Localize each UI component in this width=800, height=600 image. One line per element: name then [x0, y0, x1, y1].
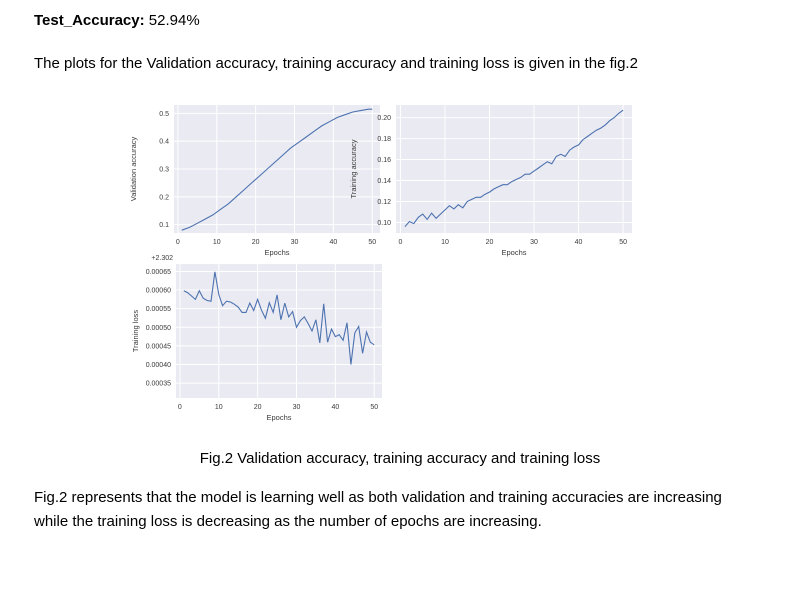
y-tick-label: 0.16 — [377, 157, 391, 164]
y-axis-label: Training accuracy — [349, 139, 358, 198]
y-tick-label: 0.00040 — [146, 362, 171, 369]
conclusion-line-1: Fig.2 represents that the model is learn… — [34, 489, 722, 506]
test-accuracy-label: Test_Accuracy: — [34, 12, 145, 29]
x-tick-label: 50 — [368, 239, 376, 246]
test-accuracy-line: Test_Accuracy: 52.94% — [34, 12, 200, 29]
y-tick-label: 0.12 — [377, 199, 391, 206]
y-tick-label: 0.5 — [159, 111, 169, 118]
x-tick-label: 10 — [441, 239, 449, 246]
plot-area — [176, 264, 382, 398]
y-tick-label: 0.00045 — [146, 343, 171, 350]
x-tick-label: 30 — [530, 239, 538, 246]
x-tick-label: 20 — [252, 239, 260, 246]
y-tick-label: 0.00065 — [146, 269, 171, 276]
y-tick-label: 0.00060 — [146, 288, 171, 295]
x-tick-label: 30 — [291, 239, 299, 246]
y-tick-label: 0.00035 — [146, 381, 171, 388]
y-tick-label: 0.2 — [159, 194, 169, 201]
x-tick-label: 10 — [213, 239, 221, 246]
series-line — [181, 108, 373, 231]
series-line — [183, 271, 375, 365]
x-tick-label: 10 — [215, 404, 223, 411]
x-tick-label: 0 — [176, 239, 180, 246]
x-tick-label: 0 — [178, 404, 182, 411]
x-tick-label: 40 — [331, 404, 339, 411]
x-tick-label: 40 — [329, 239, 337, 246]
training-accuracy-chart: 0.10 0.12 0.14 0.16 0.18 0.20 0 10 20 30 40 50 Epoch… — [349, 105, 632, 257]
x-tick-label: 30 — [293, 404, 301, 411]
y-tick-label: 0.20 — [377, 115, 391, 122]
y-tick-label: 0.1 — [159, 222, 169, 229]
x-tick-label: 50 — [619, 239, 627, 246]
y-axis-label: Training loss — [131, 310, 140, 352]
y-tick-label: 0.3 — [159, 167, 169, 174]
plot-area — [396, 105, 632, 233]
axis-offset-label: +2.302 — [151, 255, 173, 262]
x-axis-label: Epochs — [264, 248, 289, 257]
y-tick-label: 0.4 — [159, 139, 169, 146]
intro-text: The plots for the Validation accuracy, t… — [34, 55, 638, 72]
x-axis-label: Epochs — [266, 413, 291, 422]
x-tick-label: 20 — [486, 239, 494, 246]
x-tick-label: 0 — [398, 239, 402, 246]
training-loss-chart: 0.00035 0.00040 0.00045 0.00050 0.00055 0.000… — [131, 255, 382, 422]
y-tick-label: 0.14 — [377, 178, 391, 185]
x-tick-label: 20 — [254, 404, 262, 411]
series-line — [404, 109, 624, 228]
y-tick-label: 0.00050 — [146, 325, 171, 332]
test-accuracy-value: 52.94% — [148, 12, 200, 29]
y-tick-label: 0.00055 — [146, 306, 171, 313]
validation-accuracy-chart: 0.1 0.2 0.3 0.4 0.5 0 10 20 30 40 50 Epochs Validati… — [129, 105, 380, 257]
y-tick-label: 0.18 — [377, 136, 391, 143]
conclusion-line-2: while the training loss is decreasing as… — [34, 513, 542, 530]
figure-caption: Fig.2 Validation accuracy, training accu… — [199, 450, 601, 467]
y-axis-label: Validation accuracy — [129, 137, 138, 202]
x-axis-label: Epochs — [501, 248, 526, 257]
x-tick-label: 40 — [575, 239, 583, 246]
y-tick-label: 0.10 — [377, 220, 391, 227]
x-tick-label: 50 — [370, 404, 378, 411]
